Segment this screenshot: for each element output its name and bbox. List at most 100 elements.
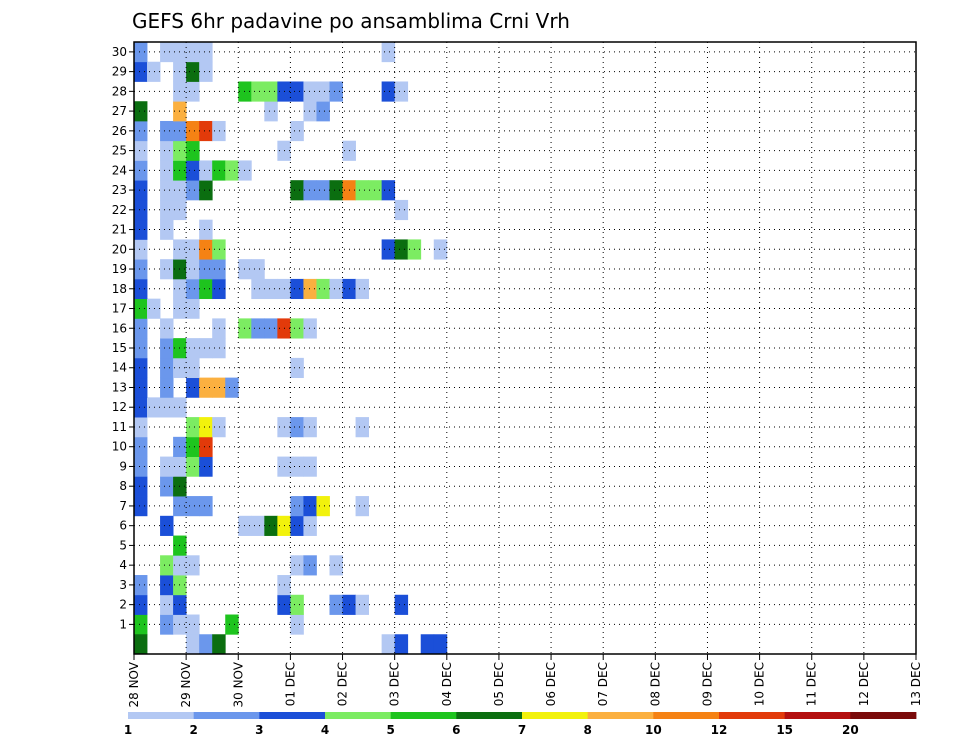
heatmap-cell — [160, 614, 174, 635]
heatmap-cell — [394, 634, 409, 655]
x-tick-label: 07 DEC — [596, 662, 610, 706]
y-tick-label: 26 — [112, 124, 127, 138]
x-tick-label: 06 DEC — [544, 662, 558, 706]
colorbar-label: 10 — [645, 723, 662, 737]
heatmap-cell — [433, 634, 448, 655]
heatmap-cell — [199, 120, 213, 142]
heatmap-cell — [303, 515, 317, 536]
heatmap-cells — [134, 42, 448, 655]
heatmap-cell — [199, 634, 213, 655]
heatmap-cell — [303, 81, 317, 102]
colorbar-swatch — [719, 712, 786, 719]
y-tick-label: 6 — [119, 519, 127, 533]
heatmap-cell — [134, 219, 148, 240]
heatmap-cell — [134, 496, 148, 517]
heatmap-cell — [303, 101, 317, 122]
heatmap-cell — [160, 140, 174, 161]
heatmap-cell — [381, 180, 396, 201]
heatmap-cell — [186, 417, 200, 438]
heatmap-cell — [199, 377, 213, 398]
heatmap-cell — [160, 199, 174, 221]
heatmap-cell — [186, 456, 200, 477]
heatmap-cell — [134, 357, 148, 379]
heatmap-cell — [199, 436, 213, 457]
y-tick-label: 3 — [119, 578, 127, 592]
heatmap-cell — [199, 160, 213, 181]
heatmap-cell — [316, 81, 330, 102]
heatmap-cell — [134, 634, 148, 655]
y-tick-label: 25 — [112, 144, 127, 158]
heatmap-cell — [433, 239, 448, 260]
heatmap-cell — [160, 575, 174, 596]
colorbar-swatch — [128, 712, 195, 719]
heatmap-cell — [290, 496, 304, 517]
y-tick-label: 23 — [112, 183, 127, 197]
heatmap-cell — [251, 515, 265, 536]
heatmap-cell — [394, 594, 409, 615]
heatmap-cell — [134, 575, 148, 596]
heatmap-cell — [212, 377, 226, 398]
heatmap-cell — [199, 219, 213, 240]
heatmap-cell — [186, 496, 200, 517]
heatmap-cell — [186, 377, 200, 398]
grid-lines — [134, 42, 916, 654]
heatmap-cell — [134, 239, 148, 260]
x-tick-label: 12 DEC — [857, 662, 871, 706]
heatmap-cell — [303, 496, 317, 517]
heatmap-cell — [186, 120, 200, 142]
plot-frame — [133, 41, 917, 655]
heatmap-cell — [134, 594, 148, 615]
heatmap-cell — [147, 397, 161, 418]
chart-title: GEFS 6hr padavine po ansamblima Crni Vrh — [132, 9, 570, 33]
heatmap-cell — [199, 259, 213, 280]
y-tick-label: 8 — [119, 479, 127, 493]
heatmap-cell — [186, 259, 200, 280]
heatmap-cell — [134, 120, 148, 142]
x-tick-label: 05 DEC — [492, 662, 506, 706]
heatmap-cell — [329, 81, 343, 102]
y-tick-label: 1 — [119, 617, 127, 631]
heatmap-cell — [290, 417, 304, 438]
heatmap-cell — [160, 555, 174, 576]
heatmap-cell — [381, 634, 396, 655]
x-tick-label: 11 DEC — [805, 662, 819, 706]
heatmap-cell — [316, 278, 330, 300]
heatmap-cell — [212, 634, 226, 655]
heatmap-cell — [251, 259, 265, 280]
heatmap-cell — [264, 81, 278, 102]
heatmap-cell — [290, 594, 304, 615]
x-tick-label: 30 NOV — [231, 661, 245, 707]
heatmap-cell — [134, 417, 148, 438]
heatmap-cell — [212, 318, 226, 339]
heatmap-cell — [355, 417, 369, 438]
heatmap-cell — [355, 594, 369, 615]
heatmap-cell — [290, 81, 304, 102]
heatmap-cell — [303, 278, 317, 300]
heatmap-cell — [329, 594, 343, 615]
y-tick-label: 2 — [119, 598, 127, 612]
heatmap-cell — [160, 219, 174, 240]
heatmap-cell — [186, 436, 200, 457]
heatmap-cell — [186, 42, 200, 63]
heatmap-cell — [264, 515, 278, 536]
heatmap-cell — [186, 180, 200, 201]
heatmap-cell — [186, 160, 200, 181]
heatmap-cell — [355, 278, 369, 300]
heatmap-cell — [199, 180, 213, 201]
heatmap-cell — [225, 160, 239, 181]
colorbar-swatch — [522, 712, 589, 719]
heatmap-cell — [147, 61, 161, 82]
y-tick-label: 13 — [112, 380, 127, 394]
colorbar-label: 5 — [386, 723, 394, 737]
colorbar-label: 12 — [711, 723, 728, 737]
heatmap-cell — [355, 180, 369, 201]
heatmap-cell — [186, 634, 200, 655]
y-axis-ticks: 1234567891011121314151617181920212223242… — [112, 45, 134, 631]
x-tick-label: 29 NOV — [179, 661, 193, 707]
heatmap-cell — [329, 555, 343, 576]
colorbar-label: 4 — [321, 723, 329, 737]
y-tick-label: 19 — [112, 262, 127, 276]
heatmap-cell — [186, 555, 200, 576]
colorbar-label: 8 — [583, 723, 591, 737]
heatmap-cell — [329, 180, 343, 201]
